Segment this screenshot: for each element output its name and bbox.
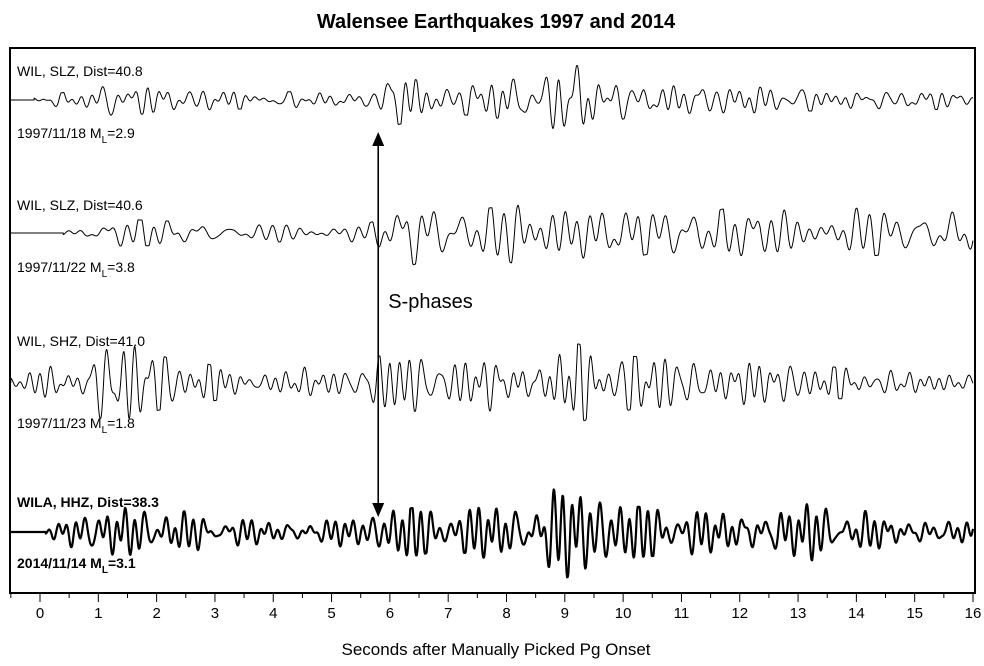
magnitude-value: =3.1 xyxy=(108,555,136,571)
s-phase-arrowhead-top xyxy=(372,132,385,146)
trace-event-label: 2014/11/14 ML=3.1 xyxy=(17,555,136,576)
s-phase-annotation: S-phases xyxy=(372,132,489,517)
x-axis: 0 1 2 3 4 5 6 7 8 9 10 11 12 13 14 15 16 xyxy=(10,593,982,622)
x-tick-label: 6 xyxy=(386,605,394,622)
magnitude-subscript: L xyxy=(102,565,108,576)
trace-station-label: WIL, SHZ, Dist=41.0 xyxy=(17,333,145,349)
seismogram-trace xyxy=(11,65,974,129)
s-phase-label-background xyxy=(384,288,489,316)
magnitude-subscript: L xyxy=(102,269,108,280)
x-tick-label: 12 xyxy=(731,605,748,622)
traces-group xyxy=(10,65,975,579)
x-tick-label: 16 xyxy=(965,605,982,622)
magnitude-value: =2.9 xyxy=(107,125,135,141)
x-tick-label: 1 xyxy=(94,605,102,622)
x-tick-label: 15 xyxy=(906,605,923,622)
x-tick-label: 9 xyxy=(561,605,569,622)
magnitude-value: =3.8 xyxy=(107,259,135,275)
trace-event-label: 1997/11/18 ML=2.9 xyxy=(17,125,135,146)
x-tick-label: 10 xyxy=(615,605,632,622)
trace-station-label: WIL, SLZ, Dist=40.6 xyxy=(17,197,143,213)
trace-event-label: 1997/11/22 ML=3.8 xyxy=(17,259,135,280)
x-tick-label: 3 xyxy=(211,605,219,622)
magnitude-subscript: L xyxy=(102,425,108,436)
s-phase-label: S-phases xyxy=(388,291,473,313)
s-phase-arrowhead-bottom xyxy=(372,503,385,517)
trace-event-date: 1997/11/23 M xyxy=(17,415,102,431)
plot-frame xyxy=(9,47,976,594)
seismogram-trace xyxy=(11,204,974,266)
trace-event-date: 2014/11/14 M xyxy=(17,555,102,571)
trace-station-label: WIL, SLZ, Dist=40.8 xyxy=(17,63,143,79)
trace-station-label: WILA, HHZ, Dist=38.3 xyxy=(17,494,159,510)
x-axis-label: Seconds after Manually Picked Pg Onset xyxy=(342,640,651,659)
magnitude-value: =1.8 xyxy=(107,415,135,431)
trace-event-label: 1997/11/23 ML=1.8 xyxy=(17,415,135,436)
x-tick-label: 5 xyxy=(327,605,335,622)
x-tick-label: 2 xyxy=(152,605,160,622)
x-tick-label: 8 xyxy=(502,605,510,622)
x-tick-label: 0 xyxy=(36,605,44,622)
chart-title: Walensee Earthquakes 1997 and 2014 xyxy=(317,11,676,33)
x-tick-label: 13 xyxy=(790,605,807,622)
x-tick-label: 4 xyxy=(269,605,277,622)
trace-event-date: 1997/11/18 M xyxy=(17,125,102,141)
x-tick-label: 11 xyxy=(674,605,690,622)
x-tick-label: 14 xyxy=(848,605,865,622)
x-tick-label: 7 xyxy=(444,605,452,622)
seismogram-trace xyxy=(11,488,975,579)
seismogram-trace xyxy=(10,343,974,422)
magnitude-subscript: L xyxy=(102,135,108,146)
trace-event-date: 1997/11/22 M xyxy=(17,259,102,275)
